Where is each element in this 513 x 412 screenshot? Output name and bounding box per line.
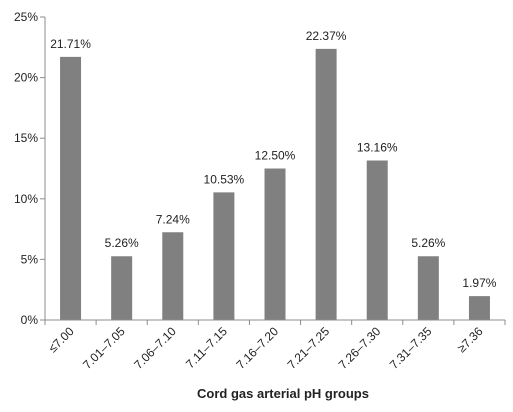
bar: [367, 161, 388, 320]
bar: [418, 256, 439, 320]
data-label: 7.24%: [156, 212, 190, 226]
x-tick-label: ≥7.36: [454, 324, 485, 355]
y-tick-label: 15%: [14, 131, 38, 145]
x-tick-label: 7.21–7.25: [285, 324, 333, 372]
x-tick-label: 7.26–7.30: [336, 324, 384, 372]
data-label: 22.37%: [306, 29, 347, 43]
x-tick-label: 7.31–7.35: [387, 324, 435, 372]
bar: [265, 169, 286, 321]
x-tick-label: 7.01–7.05: [80, 324, 128, 372]
x-axis-title: Cord gas arterial pH groups: [197, 386, 369, 401]
data-label: 1.97%: [462, 276, 496, 290]
y-tick-label: 25%: [14, 10, 38, 24]
x-axis-ticks: ≤7.00 7.01–7.05 7.06–7.10 7.11–7.15 7.16–7.2…: [45, 320, 505, 372]
data-label: 10.53%: [204, 172, 245, 186]
y-axis-ticks: 0% 5% 10% 15% 20% 25%: [14, 10, 45, 327]
x-tick-label: 7.11–7.15: [183, 324, 230, 371]
data-label: 12.50%: [255, 149, 296, 163]
bar: [469, 296, 490, 320]
data-label: 21.71%: [50, 37, 91, 51]
bars-group: [60, 49, 490, 320]
bar: [316, 49, 337, 320]
data-label: 5.26%: [105, 236, 139, 250]
x-tick-label: 7.16–7.20: [233, 324, 281, 372]
x-tick-label: 7.06–7.10: [131, 324, 179, 372]
bar: [162, 232, 183, 320]
bar: [60, 57, 81, 320]
y-tick-label: 20%: [14, 71, 38, 85]
bar: [111, 256, 132, 320]
data-label: 13.16%: [357, 141, 398, 155]
y-tick-label: 5%: [21, 252, 39, 266]
y-tick-label: 10%: [14, 192, 38, 206]
y-tick-label: 0%: [21, 313, 39, 327]
data-label: 5.26%: [411, 236, 445, 250]
x-tick-label: ≤7.00: [46, 324, 77, 355]
bar: [213, 192, 234, 320]
